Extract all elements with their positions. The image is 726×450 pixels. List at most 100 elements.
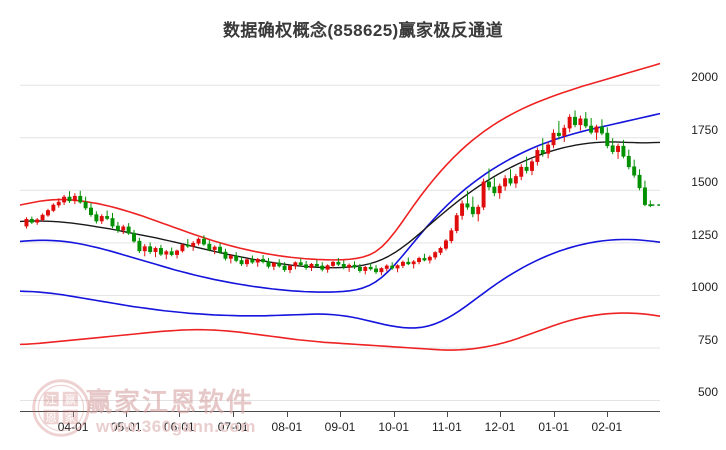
x-axis-tick-mark — [233, 411, 235, 417]
candle — [395, 264, 400, 273]
candlestick-series — [24, 110, 653, 276]
x-axis-tick-label: 05-01 — [110, 420, 142, 434]
y-axis-tick-label: 2000 — [691, 70, 718, 85]
candle — [132, 229, 136, 243]
candle — [621, 139, 626, 159]
price-chart-plot — [20, 60, 660, 411]
x-axis-tick-mark — [179, 411, 181, 417]
price-chart-svg — [20, 62, 660, 401]
y-axis-tick-label: 1250 — [691, 227, 718, 242]
x-axis-tick-mark — [126, 411, 128, 417]
candle — [438, 246, 443, 256]
candle — [191, 241, 196, 251]
candle — [567, 114, 572, 133]
x-axis-tick-label: 01-01 — [538, 420, 570, 434]
candle — [417, 256, 422, 265]
candle — [218, 243, 223, 254]
candle — [261, 255, 266, 264]
candle — [51, 203, 56, 213]
candle — [460, 200, 465, 220]
candle — [632, 159, 637, 178]
candle — [556, 120, 561, 140]
candle — [201, 235, 206, 246]
candle — [277, 259, 282, 268]
candle — [266, 257, 271, 269]
candle — [610, 138, 615, 155]
candle — [578, 115, 583, 131]
candle — [137, 237, 142, 253]
x-axis-tick-label: 12-01 — [484, 420, 516, 434]
candle — [599, 119, 604, 136]
channel-bands — [20, 62, 660, 351]
candle — [443, 239, 448, 251]
candle — [282, 262, 287, 272]
candle — [121, 224, 126, 235]
candle — [83, 196, 88, 211]
candle — [530, 159, 534, 176]
candle — [72, 193, 77, 205]
x-axis-tick-label: 07-01 — [217, 420, 249, 434]
candle — [110, 213, 115, 229]
candle — [465, 190, 470, 210]
candle — [164, 250, 169, 260]
x-axis-tick-mark — [553, 411, 555, 417]
y-axis-tick-label: 1500 — [691, 175, 718, 190]
candle — [99, 214, 104, 224]
candle — [158, 244, 163, 256]
candle — [40, 213, 45, 222]
x-axis-tick-label: 04-01 — [57, 420, 89, 434]
candle — [616, 143, 621, 159]
candle — [368, 263, 373, 271]
candle — [400, 260, 405, 269]
candle — [255, 257, 260, 267]
candle — [288, 264, 292, 274]
candle — [642, 180, 647, 207]
channel-line-3 — [20, 238, 660, 329]
candle — [244, 258, 249, 267]
candle — [519, 164, 524, 181]
x-axis-tick-mark — [340, 411, 341, 417]
candle — [293, 261, 298, 270]
candle — [234, 252, 239, 263]
candle — [573, 110, 577, 128]
candle — [540, 138, 545, 157]
candle — [594, 124, 599, 140]
candle — [67, 191, 72, 203]
candle — [492, 177, 497, 197]
x-axis-tick-mark — [500, 411, 501, 417]
candle — [228, 254, 233, 264]
candle — [105, 210, 110, 221]
candle — [524, 156, 529, 174]
candle — [476, 204, 481, 222]
candle — [422, 253, 427, 262]
x-axis-tick-mark — [446, 411, 448, 417]
candle — [148, 242, 153, 254]
candle — [314, 260, 319, 268]
candle — [35, 218, 40, 225]
candle — [363, 265, 368, 275]
candle — [384, 264, 389, 272]
candle — [239, 256, 244, 266]
candle — [411, 260, 416, 269]
candle — [427, 255, 432, 264]
candle — [271, 261, 276, 271]
candle — [648, 200, 653, 208]
candle — [637, 169, 642, 191]
candle — [185, 239, 190, 248]
candle — [115, 221, 120, 233]
candle — [470, 196, 475, 218]
candle — [212, 245, 217, 255]
candle — [175, 249, 179, 259]
candle — [406, 257, 411, 266]
candle — [62, 194, 67, 206]
candle — [390, 262, 395, 270]
x-axis: 04-01 05-01 06-01 07-01 08-01 09-01 10-01 11-01… — [20, 411, 660, 450]
candle — [481, 178, 486, 211]
y-axis: 2000 1750 1500 1250 1000 750 500 — [660, 60, 726, 411]
y-axis-tick-label: 1000 — [691, 280, 718, 295]
candle — [352, 261, 357, 269]
candle — [374, 265, 378, 274]
candle — [379, 267, 384, 276]
candle — [180, 243, 185, 253]
candle — [89, 202, 93, 217]
